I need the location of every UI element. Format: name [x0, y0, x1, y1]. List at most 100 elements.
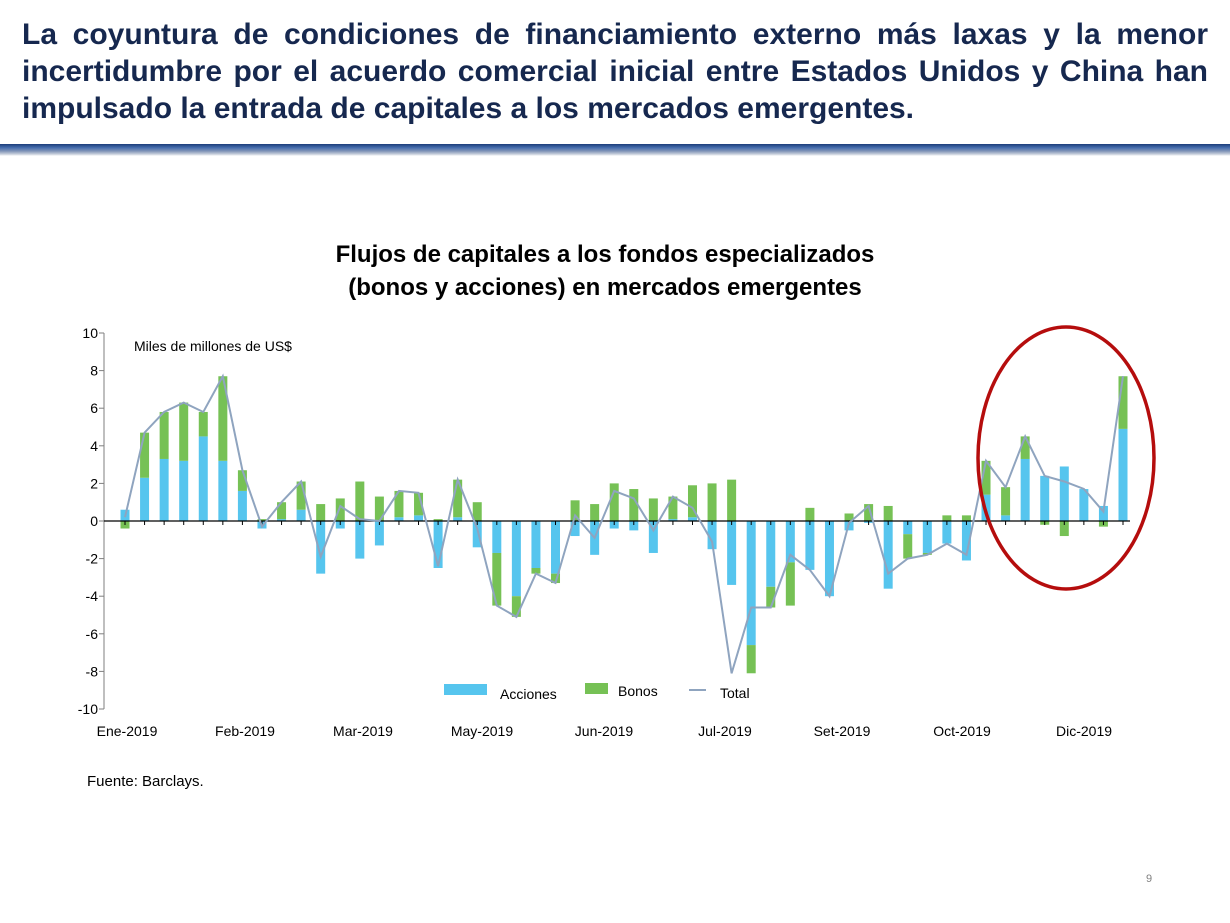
acciones-bar [668, 519, 678, 521]
acciones-bar [687, 517, 697, 521]
acciones-bar [629, 521, 639, 531]
acciones-bar [1098, 505, 1108, 521]
bonos-bar [668, 496, 678, 520]
bonos-bar [198, 411, 208, 437]
acciones-bar [453, 517, 463, 521]
acciones-bar [296, 509, 306, 521]
legend-label-bonos: Bonos [618, 683, 658, 699]
acciones-bar [1001, 515, 1011, 521]
acciones-bar [237, 490, 247, 521]
y-tick-label: 0 [90, 513, 98, 529]
x-tick-label: Set-2019 [814, 723, 871, 739]
bonos-bar [394, 490, 404, 518]
x-tick-label: Feb-2019 [215, 723, 275, 739]
acciones-bar [785, 521, 795, 563]
y-tick-label: -8 [86, 663, 99, 679]
bonos-bar [511, 596, 521, 617]
x-tick-label: May-2019 [451, 723, 513, 739]
bonos-bar [785, 562, 795, 606]
acciones-bar [414, 515, 424, 521]
bonos-bar [903, 534, 913, 559]
legend-label-acciones: Acciones [500, 686, 557, 702]
source-note: Fuente: Barclays. [87, 773, 204, 790]
bonos-bar [257, 519, 267, 521]
y-tick-label: 10 [82, 325, 98, 341]
acciones-bar [942, 521, 952, 544]
acciones-bar [492, 521, 502, 553]
acciones-bar [140, 477, 150, 521]
unit-label: Miles de millones de US$ [134, 338, 292, 354]
acciones-bar [648, 521, 658, 553]
bonos-bar [159, 411, 169, 459]
bonos-bar [218, 376, 228, 461]
acciones-bar [159, 458, 169, 521]
acciones-bar [727, 521, 737, 585]
chart-title-line-1: Flujos de capitales a los fondos especia… [335, 241, 875, 268]
bonos-bar [1118, 376, 1128, 429]
bonos-bar [277, 502, 287, 520]
acciones-bar [805, 521, 815, 570]
acciones-bar [551, 521, 561, 574]
y-tick-label: 2 [90, 475, 98, 491]
acciones-bar [903, 521, 913, 535]
bonos-bar [433, 519, 443, 521]
y-tick-label: -4 [86, 588, 99, 604]
legend-swatch-bonos [585, 683, 608, 694]
x-tick-label: Jul-2019 [698, 723, 752, 739]
bonos-bar [707, 483, 717, 521]
acciones-bar [1020, 458, 1030, 521]
bonos-bar [570, 500, 580, 521]
bonos-bar [1020, 436, 1030, 459]
bonos-bar [805, 507, 815, 521]
acciones-bar [277, 519, 287, 521]
bonos-bar [864, 504, 874, 521]
bonos-bar [746, 645, 756, 674]
acciones-bar [179, 460, 189, 521]
highlight-ellipse [976, 325, 1156, 591]
bonos-bar [551, 573, 561, 584]
x-tick-label: Dic-2019 [1056, 723, 1112, 739]
bonos-bar [492, 552, 502, 606]
slide-headline: La coyuntura de condiciones de financiam… [22, 18, 1208, 125]
x-tick-label: Oct-2019 [933, 723, 991, 739]
chart-title-line-2: (bonos y acciones) en mercados emergente… [348, 274, 862, 301]
bonos-bar [472, 502, 482, 521]
bonos-bar [727, 479, 737, 521]
bonos-bar [531, 568, 541, 574]
acciones-bar [433, 521, 443, 568]
acciones-bar [394, 517, 404, 521]
bonos-bar [140, 432, 150, 478]
acciones-bar [374, 521, 384, 546]
bonos-bar [316, 504, 326, 521]
bonos-bar [179, 402, 189, 461]
bonos-bar [981, 460, 991, 495]
y-tick-label: 4 [90, 438, 98, 454]
acciones-bar [922, 521, 932, 553]
bonos-bar [687, 485, 697, 518]
acciones-bar [1059, 466, 1069, 521]
bonos-bar [590, 504, 600, 521]
bonos-bar [355, 481, 365, 521]
acciones-bar [531, 521, 541, 568]
bonos-bar [609, 483, 619, 521]
acciones-bar [511, 521, 521, 597]
acciones-bar [316, 521, 326, 574]
acciones-bar [1118, 428, 1128, 521]
acciones-bar [1040, 475, 1050, 521]
acciones-bar [766, 521, 776, 587]
bonos-bar [237, 470, 247, 491]
acciones-bar [824, 521, 834, 597]
bonos-bar [414, 492, 424, 516]
bonos-bar [844, 513, 854, 521]
bonos-bar [629, 489, 639, 521]
bonos-bar [1001, 487, 1011, 516]
x-tick-label: Ene-2019 [97, 723, 158, 739]
acciones-bar [707, 521, 717, 550]
acciones-bar [961, 521, 971, 561]
bonos-bar [766, 586, 776, 608]
total-line [124, 373, 1124, 674]
bonos-bar [1059, 521, 1069, 537]
y-tick-label: 6 [90, 400, 98, 416]
y-tick-label: -2 [86, 551, 99, 567]
